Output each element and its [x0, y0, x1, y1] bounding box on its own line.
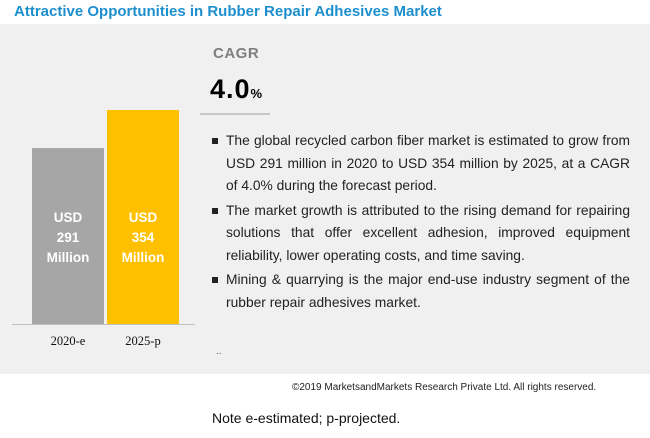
- cagr-label: CAGR: [213, 45, 260, 62]
- bar-data-label: USD 291 Million: [46, 210, 90, 265]
- bullet-item: The market growth is attributed to the r…: [212, 200, 630, 268]
- key-findings-list: The global recycled carbon fiber market …: [212, 130, 630, 316]
- copyright-notice: ©2019 MarketsandMarkets Research Private…: [292, 382, 597, 393]
- chart-title: Attractive Opportunities in Rubber Repai…: [14, 3, 442, 20]
- bar-2025-p: [107, 110, 179, 324]
- continuation-mark: ..: [216, 346, 222, 357]
- x-tick-label: 2020-e: [50, 334, 86, 348]
- cagr-divider: [200, 113, 270, 115]
- bullet-item: Mining & quarrying is the major end-use …: [212, 269, 630, 314]
- cagr-unit: %: [250, 86, 263, 101]
- bar-data-label: USD 354 Million: [121, 210, 165, 265]
- x-tick-label: 2025-p: [125, 334, 161, 348]
- cagr-value: 4.0%: [210, 74, 262, 105]
- bullet-item: The global recycled carbon fiber market …: [212, 130, 630, 198]
- cagr-number: 4.0: [210, 74, 251, 104]
- bar-2020-e: [32, 148, 104, 324]
- footnote: Note e-estimated; p-projected.: [212, 410, 401, 426]
